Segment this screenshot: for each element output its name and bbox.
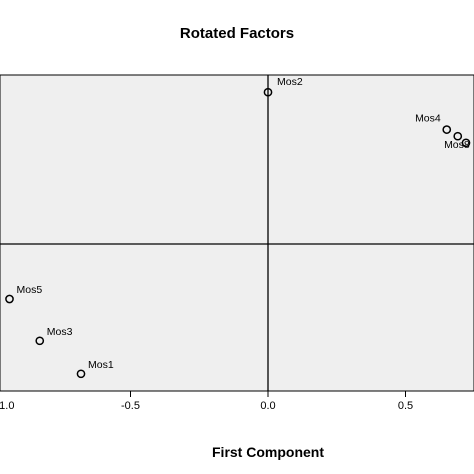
data-point [35,336,45,346]
data-point [76,369,86,379]
data-point [5,294,14,304]
data-point [442,125,452,134]
data-point [263,87,273,97]
chart-title: Rotated Factors [180,25,294,42]
plot-area [0,74,474,392]
data-point [453,131,463,141]
point-label: Mos3 [47,326,73,338]
x-axis-label: First Component [212,444,324,460]
x-tick-label: 0.0 [260,400,275,412]
point-label: Mos5 [17,284,43,296]
data-points: Mos2 Mos4 Mos8 Mos5 Mos3 Mos1 [5,76,471,379]
point-label: Mos8 [444,139,470,151]
point-label: Mos1 [88,359,114,371]
x-tick-label: 0.5 [398,400,413,412]
point-label: Mos4 [415,113,441,125]
point-label: Mos2 [277,76,303,88]
data-point [461,138,471,148]
x-tick-label: -1.0 [0,400,14,412]
x-tick-label: -0.5 [121,400,140,412]
x-axis-ticks: -1.0 -0.5 0.0 0.5 [0,391,413,412]
